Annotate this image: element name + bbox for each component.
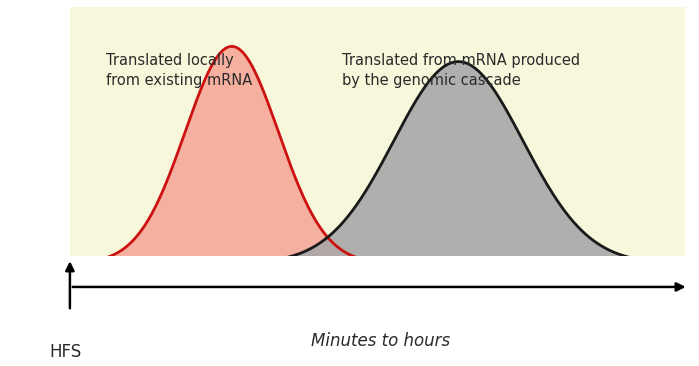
Text: Translated from mRNA produced
by the genomic cascade: Translated from mRNA produced by the gen…: [342, 53, 580, 88]
Text: Translated locally
from existing mRNA: Translated locally from existing mRNA: [106, 53, 252, 88]
Text: HFS: HFS: [49, 343, 81, 361]
Text: Minutes to hours: Minutes to hours: [311, 332, 451, 350]
